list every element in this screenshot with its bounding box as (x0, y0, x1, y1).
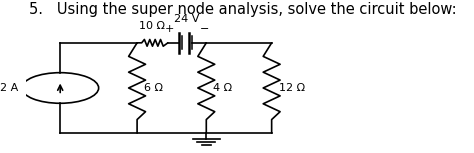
Text: 5.   Using the super node analysis, solve the circuit below:: 5. Using the super node analysis, solve … (29, 2, 457, 17)
Text: 10 Ω: 10 Ω (139, 21, 165, 31)
Text: 12 Ω: 12 Ω (279, 83, 305, 93)
Text: +: + (165, 24, 174, 34)
Text: 24 V: 24 V (174, 15, 200, 24)
Text: 4 Ω: 4 Ω (213, 83, 232, 93)
Text: 6 Ω: 6 Ω (144, 83, 163, 93)
Text: −: − (200, 24, 209, 34)
Text: 2 A: 2 A (0, 83, 18, 93)
